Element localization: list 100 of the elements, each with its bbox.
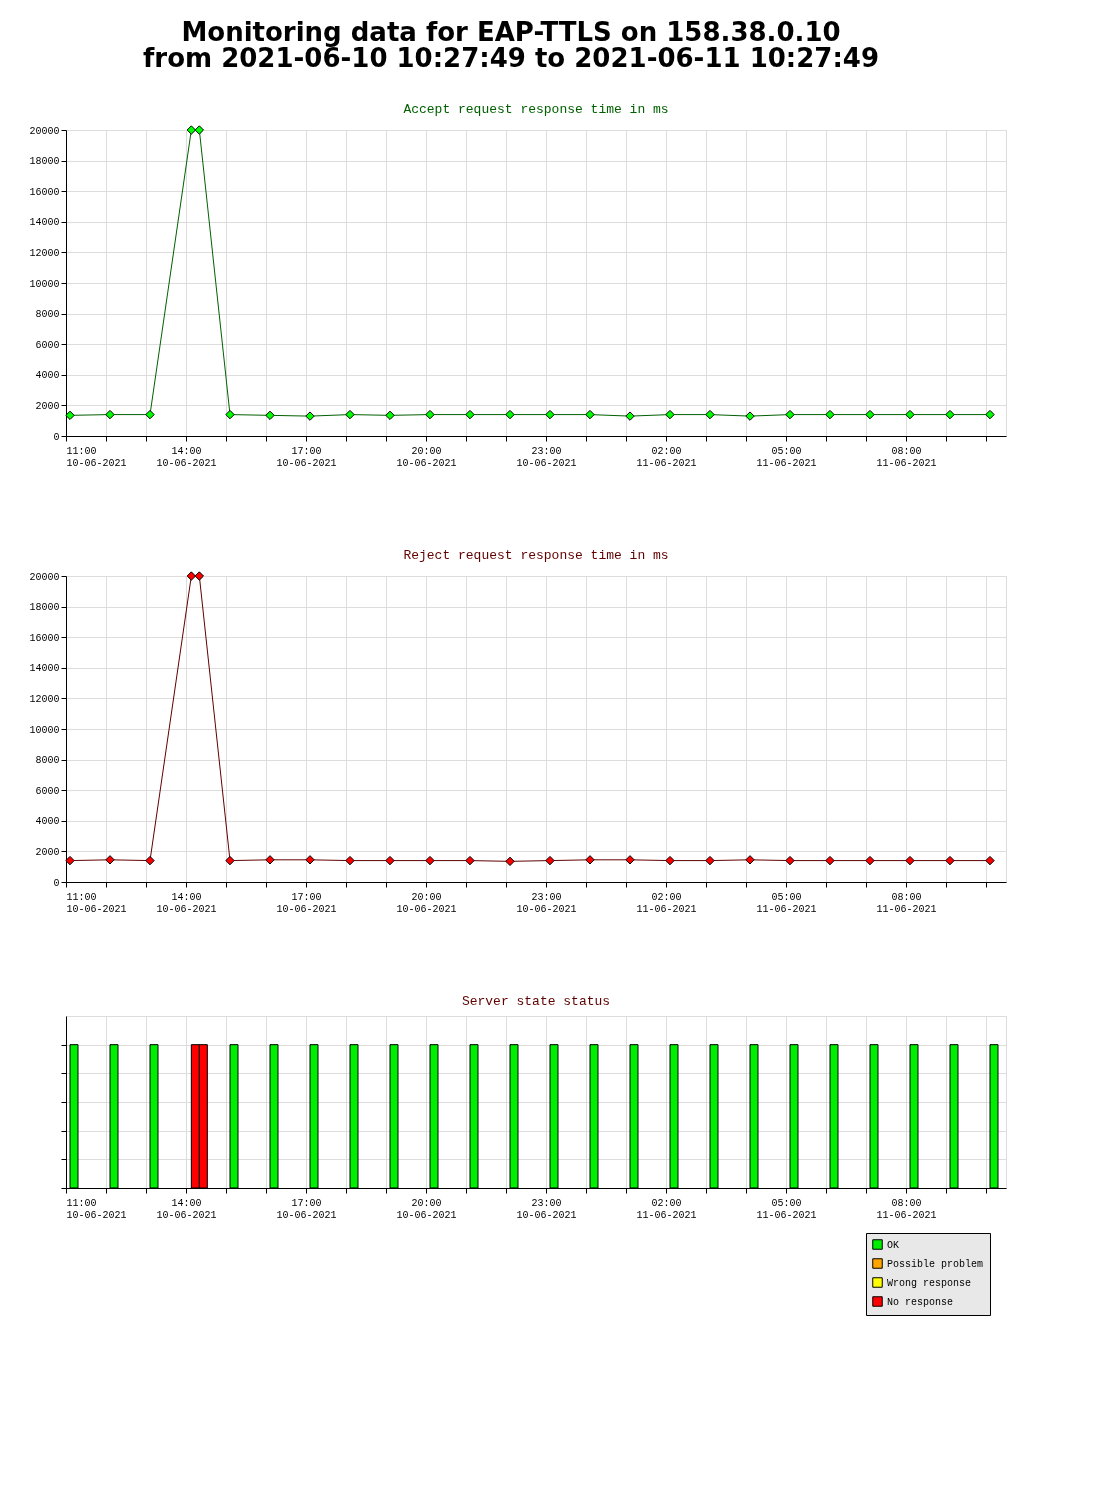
y-tick-label: 14000 (29, 217, 60, 229)
x-tick-label: 05:00 11-06-2021 (756, 891, 817, 915)
point (465, 409, 475, 420)
point (265, 855, 275, 865)
y-tick-label: 0 (53, 877, 60, 889)
point (385, 410, 395, 421)
point (65, 410, 75, 421)
y-tick-label: 8000 (35, 755, 60, 767)
y-tick-label: 2000 (35, 400, 60, 412)
x-tick-label: 11:00 10-06-2021 (66, 445, 127, 469)
point (665, 855, 675, 866)
point (825, 409, 835, 420)
y-tick-label: 14000 (29, 663, 60, 675)
chart-title: Server state status (461, 994, 611, 1009)
point (665, 409, 675, 420)
point (585, 409, 595, 420)
point (465, 855, 475, 866)
point (345, 855, 355, 866)
y-tick-label: 12000 (29, 693, 60, 705)
point (945, 855, 955, 866)
y-tick-label: 16000 (29, 632, 60, 644)
point (505, 409, 515, 420)
y-tick-label: 18000 (29, 156, 60, 168)
x-tick-label: 14:00 10-06-2021 (156, 891, 217, 915)
point (825, 855, 835, 866)
y-tick-label: 12000 (29, 247, 60, 259)
x-tick-label: 11:00 10-06-2021 (66, 1197, 127, 1221)
point (865, 409, 875, 420)
point (305, 411, 315, 421)
x-tick-label: 02:00 11-06-2021 (636, 445, 697, 469)
x-tick-label: 11:00 10-06-2021 (66, 891, 127, 915)
chart-title: Monitoring data for EAP-TTLS on 158.38.0.10 from 2021-06-10 10:27:49 to 2021-06-11 10:27:49 (143, 17, 879, 74)
x-tick-label: 23:00 10-06-2021 (516, 445, 577, 469)
point (545, 855, 555, 866)
legend-label: Possible problem (887, 1258, 984, 1270)
point (225, 409, 235, 420)
x-tick-label: 08:00 11-06-2021 (876, 1197, 937, 1221)
point (625, 411, 635, 421)
x-tick-label: 02:00 11-06-2021 (636, 1197, 697, 1221)
x-tick-label: 23:00 10-06-2021 (516, 891, 577, 915)
point (625, 855, 635, 865)
point (865, 855, 875, 866)
y-tick-label: 20000 (29, 125, 60, 137)
point (345, 409, 355, 420)
point (145, 855, 155, 866)
y-tick-label: 6000 (35, 339, 60, 351)
x-tick-label: 14:00 10-06-2021 (156, 445, 217, 469)
point (785, 855, 795, 866)
x-tick-label: 17:00 10-06-2021 (276, 891, 337, 915)
point (105, 855, 115, 865)
x-tick-label: 20:00 10-06-2021 (396, 1197, 457, 1221)
point (305, 855, 315, 865)
y-tick-label: 4000 (35, 816, 60, 828)
y-tick-label: 2000 (35, 846, 60, 858)
x-tick-label: 17:00 10-06-2021 (276, 1197, 337, 1221)
legend-label: No response (887, 1296, 954, 1308)
point (505, 856, 515, 867)
y-tick-label: 16000 (29, 186, 60, 198)
point (745, 411, 755, 421)
point (145, 409, 155, 420)
x-tick-label: 05:00 11-06-2021 (756, 445, 817, 469)
point (425, 855, 435, 866)
point (705, 409, 715, 420)
legend-label: OK (887, 1239, 900, 1251)
y-tick-label: 0 (53, 431, 60, 443)
chart-subtitle: Accept request response time in ms (403, 101, 669, 117)
point (65, 855, 75, 866)
point (585, 855, 595, 865)
y-tick-label: 10000 (29, 278, 60, 290)
y-tick-label: 18000 (29, 602, 60, 614)
legend-label: Wrong response (887, 1277, 972, 1289)
point (985, 409, 995, 420)
point (105, 409, 115, 420)
y-tick-label: 8000 (35, 309, 60, 321)
point (705, 855, 715, 866)
chart-title: Reject request response time in ms (403, 547, 669, 563)
point (265, 410, 275, 421)
point (425, 409, 435, 420)
x-tick-label: 08:00 11-06-2021 (876, 891, 937, 915)
y-tick-label: 10000 (29, 724, 60, 736)
point (745, 855, 755, 865)
point (186, 125, 197, 135)
x-tick-label: 02:00 11-06-2021 (636, 891, 697, 915)
y-tick-label: 4000 (35, 370, 60, 382)
x-tick-label: 20:00 10-06-2021 (396, 891, 457, 915)
point (385, 855, 395, 866)
point (225, 855, 235, 866)
x-tick-label: 17:00 10-06-2021 (276, 445, 337, 469)
point (905, 855, 915, 866)
point (945, 409, 955, 420)
x-tick-label: 05:00 11-06-2021 (756, 1197, 817, 1221)
point (545, 409, 555, 420)
y-tick-label: 6000 (35, 785, 60, 797)
x-tick-label: 08:00 11-06-2021 (876, 445, 937, 469)
x-tick-label: 20:00 10-06-2021 (396, 445, 457, 469)
point (905, 409, 915, 420)
point (194, 571, 205, 581)
point (194, 125, 205, 135)
point (785, 409, 795, 420)
point (985, 855, 995, 866)
